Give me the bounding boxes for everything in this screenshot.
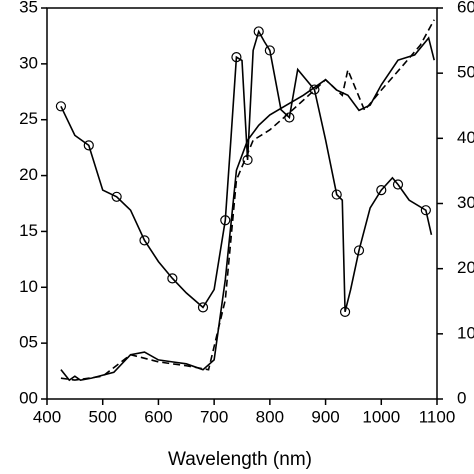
marker xyxy=(220,215,231,226)
marker xyxy=(376,184,387,196)
series-line xyxy=(60,19,435,381)
y-tick-label: 35 xyxy=(19,0,38,16)
y2-tick-label: 10 xyxy=(457,323,474,342)
marker xyxy=(353,245,365,256)
marker xyxy=(339,306,351,317)
x-tick-label: 900 xyxy=(311,407,339,426)
x-axis-label: Wavelength (nm) xyxy=(168,449,312,470)
x-tick-label: 400 xyxy=(33,407,61,426)
marker xyxy=(420,205,431,216)
marker xyxy=(253,26,264,37)
series-line xyxy=(60,29,433,313)
y2-tick-label: 60 xyxy=(457,0,474,16)
y-tick-label: 30 xyxy=(19,53,38,72)
y-tick-label: 10 xyxy=(19,277,38,296)
marker xyxy=(55,101,67,112)
y-tick-label: 20 xyxy=(19,165,38,184)
x-tick-label: 700 xyxy=(200,407,228,426)
marker xyxy=(392,179,404,190)
marker xyxy=(167,273,178,284)
series-line xyxy=(60,36,435,382)
y2-tick-label: 20 xyxy=(457,258,474,277)
y-tick-label: 25 xyxy=(19,109,38,128)
y-tick-label: 00 xyxy=(19,388,38,407)
x-tick-label: 500 xyxy=(89,407,117,426)
y2-tick-label: 30 xyxy=(457,193,474,212)
x-tick-label: 1100 xyxy=(419,407,456,426)
x-tick-label: 1000 xyxy=(362,407,400,426)
y-tick-label: 15 xyxy=(19,221,38,240)
marker xyxy=(264,45,275,56)
x-tick-label: 800 xyxy=(256,407,284,426)
marker xyxy=(331,189,342,200)
marker xyxy=(197,302,209,313)
marker xyxy=(83,140,94,151)
y2-tick-label: 0 xyxy=(457,388,466,407)
marker xyxy=(231,52,242,63)
y2-tick-label: 50 xyxy=(457,63,474,82)
x-tick-label: 600 xyxy=(144,407,172,426)
marker xyxy=(309,84,320,95)
y2-tick-label: 40 xyxy=(457,128,474,147)
marker xyxy=(111,191,122,202)
marker xyxy=(139,235,150,246)
y-tick-label: 05 xyxy=(19,333,38,352)
